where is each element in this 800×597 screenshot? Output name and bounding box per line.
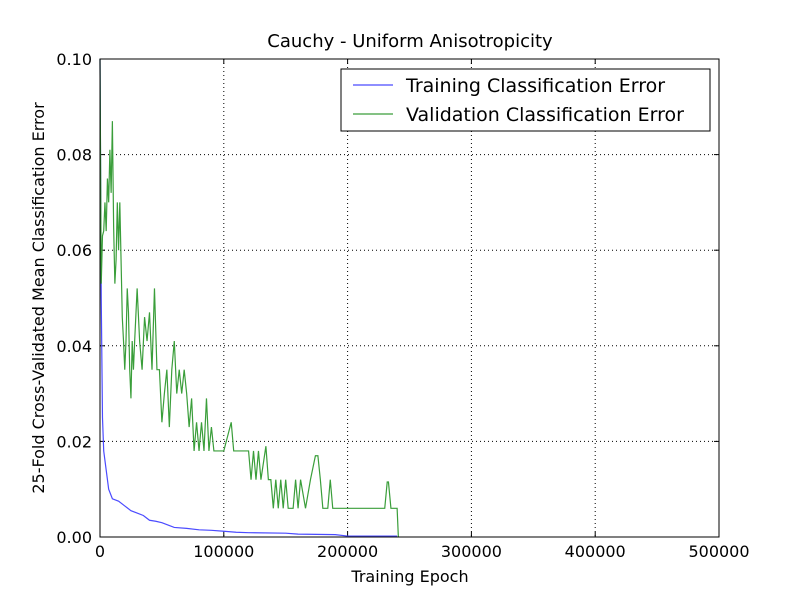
x-tick-label: 100000 [193,542,254,561]
x-tick-label: 0 [95,542,105,561]
plot-frame [99,58,720,538]
y-tick-label: 0.00 [56,528,92,547]
series-line [99,58,399,538]
legend-label: Training Classification Error [405,75,665,97]
y-axis-label: 25-Fold Cross-Validated Mean Classificat… [29,102,48,494]
y-tick-label: 0.08 [56,146,92,165]
x-tick-label: 300000 [441,542,502,561]
legend-label: Validation Classification Error [406,104,684,126]
y-tick-label: 0.06 [56,241,92,260]
x-tick-label: 200000 [317,542,378,561]
x-tick-label: 400000 [565,542,626,561]
x-tick-label: 500000 [688,542,749,561]
x-axis-label: Training Epoch [350,567,468,586]
y-tick-label: 0.10 [56,50,92,69]
legend-box [340,68,711,132]
chart-title: Cauchy - Uniform Anisotropicity [267,31,553,52]
series-line [99,58,398,537]
y-tick-label: 0.04 [56,337,92,356]
y-tick-label: 0.02 [56,432,92,451]
